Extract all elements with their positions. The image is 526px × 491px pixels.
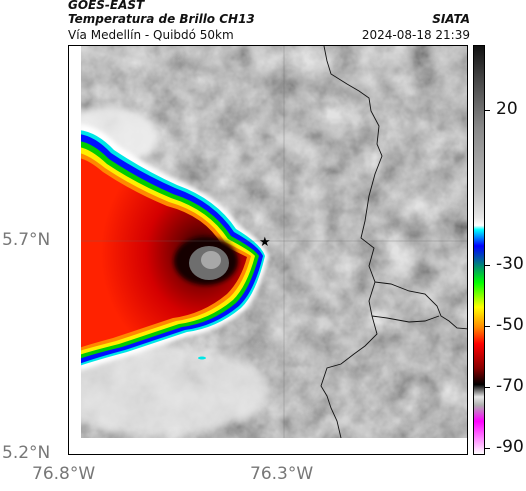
- colorbar-label: -70: [496, 376, 524, 396]
- storm-core: [79, 158, 247, 348]
- cold-speck: [198, 356, 206, 360]
- star-icon[interactable]: ★: [259, 235, 271, 250]
- colorbar-tick-mark: [485, 110, 490, 111]
- map-canvas: ★: [69, 46, 467, 454]
- no-data-left: [69, 46, 81, 454]
- y-tick-label: 5.7°N: [2, 230, 51, 250]
- colorbar-tick-mark: [485, 448, 490, 449]
- x-tick-label: 76.3°W: [250, 464, 314, 484]
- bright-cloud: [69, 346, 269, 436]
- colorbar-tick-mark: [485, 387, 490, 388]
- colorbar-label: 20: [496, 99, 518, 119]
- title-route: Vía Medellín - Quibdó 50km: [68, 28, 234, 42]
- title-satellite: GOES-EAST: [68, 0, 145, 12]
- title-product: Temperatura de Brillo CH13: [68, 12, 255, 26]
- no-data-bottom: [69, 438, 467, 454]
- municipal-border-2: [371, 315, 440, 323]
- x-tick-label: 76.8°W: [32, 464, 96, 484]
- colorbar-tick-mark: [485, 326, 490, 327]
- satellite-map[interactable]: ★: [68, 45, 468, 455]
- colorbar-tick-mark: [485, 265, 490, 266]
- colorbar-label: -90: [496, 437, 524, 457]
- datetime-label: 2024-08-18 21:39: [361, 28, 470, 42]
- y-tick-label: 5.2°N: [2, 443, 51, 463]
- colorbar-label: -50: [496, 315, 524, 335]
- department-border: [320, 46, 383, 454]
- cold-top-center: [201, 251, 221, 269]
- colorbar: [473, 45, 485, 455]
- colorbar-label: -30: [496, 254, 524, 274]
- org-label: SIATA: [432, 12, 470, 26]
- municipal-border: [374, 281, 467, 330]
